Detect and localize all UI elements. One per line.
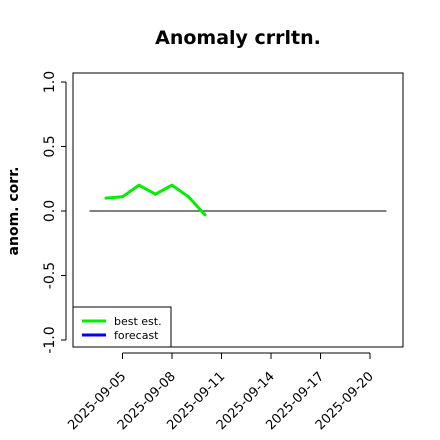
y-tick-label: 0.5 [42, 135, 58, 157]
y-axis-label: anom. corr. [6, 167, 22, 256]
series-layer [104, 183, 207, 217]
series-point [104, 196, 108, 200]
legend-label-forecast: forecast [114, 329, 159, 342]
plot-frame [72, 72, 404, 348]
y-axis: 1.0 0.5 0.0 -0.5 -1.0 [42, 71, 67, 354]
legend-label-best-est: best est. [114, 315, 162, 328]
chart-title: Anomaly crrltn. [155, 27, 321, 49]
y-tick-label: 1.0 [42, 71, 58, 93]
series-point [121, 195, 124, 199]
y-tick-label: -0.5 [42, 262, 58, 289]
y-tick-label: 0.0 [42, 200, 58, 222]
series-point [137, 183, 141, 187]
series-point [203, 213, 207, 217]
series-point [154, 192, 157, 196]
series-point [170, 183, 174, 187]
y-tick-label: -1.0 [42, 326, 58, 353]
series-point [187, 195, 190, 199]
series-line-best-est [105, 183, 207, 216]
x-axis: 2025-09-052025-09-082025-09-112025-09-14… [65, 352, 377, 433]
legend: best est. forecast [72, 306, 172, 348]
legend-box [72, 306, 172, 348]
